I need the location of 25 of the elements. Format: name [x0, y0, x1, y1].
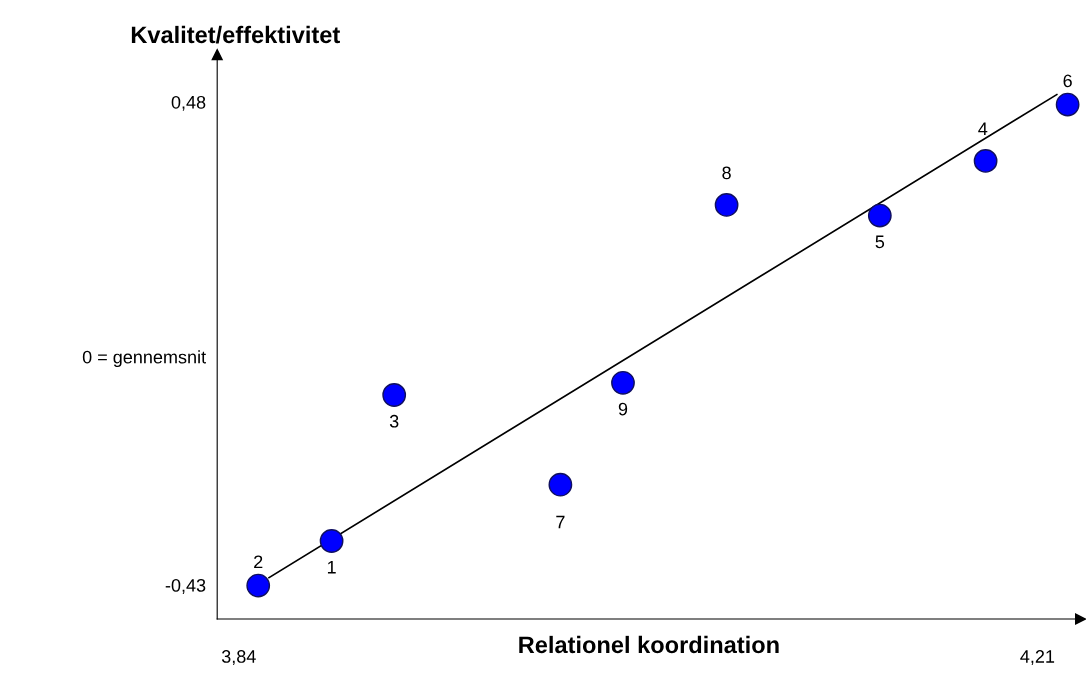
annotation: 8: [722, 166, 731, 180]
annotation: 4: [978, 122, 988, 135]
point: [382, 383, 407, 407]
y-tick-label: 0,48: [171, 95, 206, 111]
annotation: 3: [389, 414, 399, 428]
point: [548, 472, 573, 497]
annotation: 9: [618, 402, 628, 416]
point: [611, 370, 635, 395]
x-axis-title: Relationel koordination: [519, 635, 779, 654]
x-tick-label: 3,84: [221, 650, 256, 665]
point: [1055, 92, 1080, 117]
annotation: 1: [327, 561, 336, 574]
annotation: 7: [556, 515, 565, 529]
x-tick-label: 4,21: [1020, 650, 1055, 665]
point: [319, 529, 344, 553]
annotation: 2: [254, 555, 263, 569]
annotation: 6: [1063, 74, 1072, 88]
y-axis-title: Kvalitet/effektivitet: [131, 25, 340, 44]
y-tick-label: -0,43: [165, 578, 206, 594]
point: [867, 203, 892, 228]
point: [973, 148, 998, 173]
point: [714, 193, 739, 217]
y-tick-label: 0 = gennemsnit: [82, 350, 206, 368]
annotation: 5: [875, 235, 885, 249]
point: [246, 573, 271, 598]
